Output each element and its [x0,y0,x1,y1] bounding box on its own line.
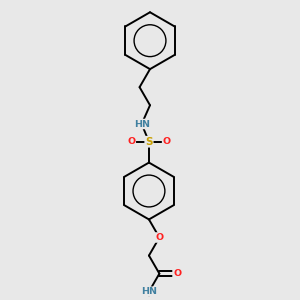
Text: O: O [155,233,164,242]
Text: S: S [145,137,153,147]
Text: HN: HN [134,119,150,128]
Text: O: O [127,137,135,146]
Text: O: O [163,137,171,146]
Text: O: O [173,269,181,278]
Text: HN: HN [141,287,157,296]
